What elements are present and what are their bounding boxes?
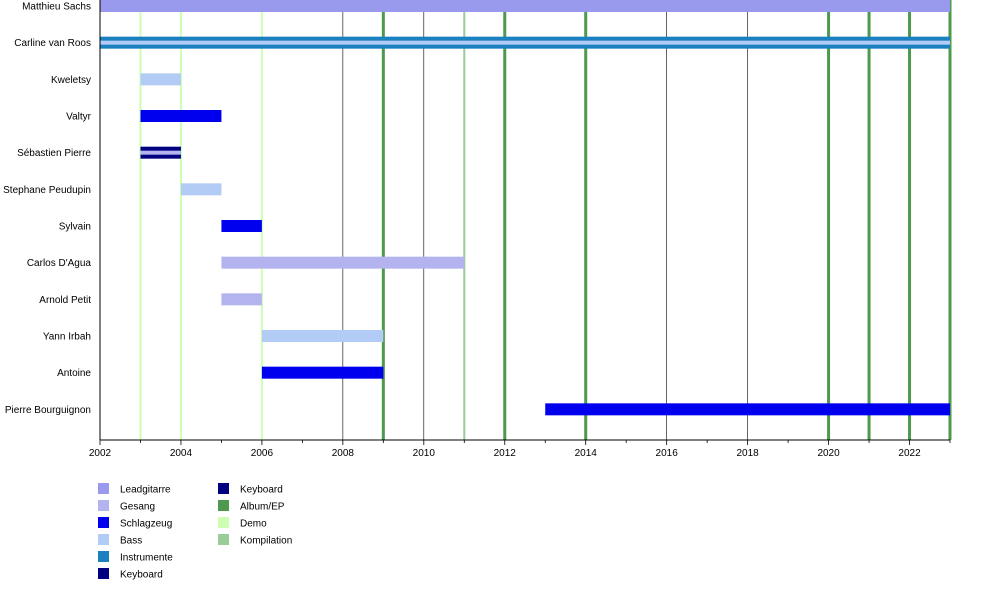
legend-swatch-comp [218,534,229,545]
member-label: Antoine [57,368,91,379]
legend-label-comp: Kompilation [240,536,292,547]
legend-label-drums: Schlagzeug [120,519,172,530]
legend-label-keys: Keyboard [120,570,163,581]
member-label: Valtyr [66,112,91,123]
tick-label-2010: 2010 [413,448,436,459]
member-label: Sylvain [59,222,91,233]
legend-label-demo: Demo [240,519,267,530]
legend-swatch-bass [98,534,109,545]
legend-label-instr: Instrumente [120,553,173,564]
tick-label-2008: 2008 [332,448,355,459]
tick-label-2012: 2012 [494,448,517,459]
member-label: Carlos D'Agua [27,258,92,269]
member-label: Kweletsy [51,75,91,86]
legend-swatch-album [218,500,229,511]
tick-label-2016: 2016 [656,448,679,459]
member-label: Sébastien Pierre [17,148,91,159]
legend-label-keys-col2: Keyboard [240,485,283,496]
legend: Leadgitarre Gesang Schlagzeug Bass Instrumen… [98,483,292,581]
legend-label-vocals: Gesang [120,502,155,513]
member-labels: Matthieu Sachs Carline van Roos Kweletsy Va… [3,2,92,416]
legend-swatch-instr [98,551,109,562]
bar-9-bass [261,330,384,342]
member-label: Stephane Peudupin [3,185,91,196]
member-label: Carline van Roos [14,38,91,49]
legend-label-album: Album/EP [240,502,285,513]
legend-swatch-demo [218,517,229,528]
legend-swatch-lead [98,483,109,494]
member-label: Pierre Bourguignon [5,405,91,416]
tick-label-2006: 2006 [251,448,274,459]
bar-0-lead [100,0,950,12]
tick-label-2002: 2002 [89,448,112,459]
bar-8-vocals [221,293,262,306]
bar-overlay-4-vocals [140,150,181,155]
tick-label-2022: 2022 [898,448,921,459]
bar-6-drums [221,220,262,232]
tick-label-2014: 2014 [575,448,598,459]
member-label: Matthieu Sachs [22,2,91,13]
tick-label-2004: 2004 [170,448,193,459]
legend-swatch-keys [98,568,109,579]
tick-label-2020: 2020 [817,448,840,459]
member-label: Arnold Petit [39,295,91,306]
x-axis: 2002 2004 2006 2008 2010 2012 2014 2016 2018 2020… [89,0,951,459]
member-label: Yann Irbah [43,332,91,343]
legend-swatch-keys-col2 [218,483,229,494]
bar-10-drums [261,366,384,379]
bar-2-bass [140,73,181,86]
tick-label-2018: 2018 [736,448,759,459]
legend-swatch-vocals [98,500,109,511]
legend-label-lead: Leadgitarre [120,485,171,496]
legend-label-bass: Bass [120,536,142,547]
legend-swatch-drums [98,517,109,528]
bar-3-drums [140,110,222,122]
bar-5-bass [180,183,222,196]
bar-11-drums [545,403,950,416]
bar-7-vocals [221,256,465,269]
member-bars [100,0,950,416]
bar-overlay-1-bass [100,40,950,45]
